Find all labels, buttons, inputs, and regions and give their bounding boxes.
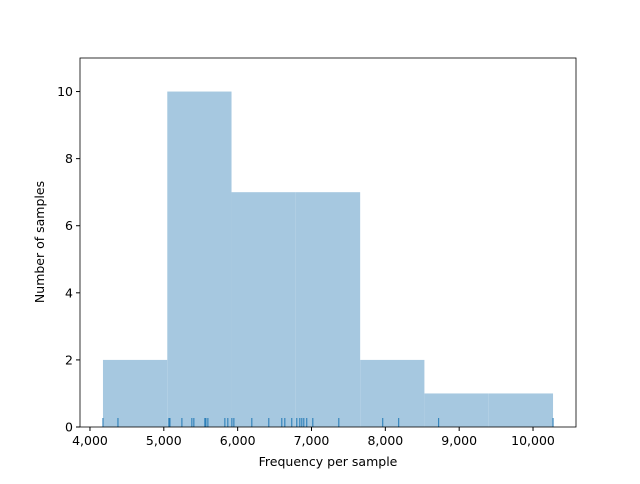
x-tick-label: 10,000 <box>511 433 555 448</box>
x-tick-label: 5,000 <box>146 433 182 448</box>
plot-frame <box>79 57 577 428</box>
x-tick-label: 9,000 <box>441 433 477 448</box>
y-tick-label: 2 <box>65 352 73 367</box>
bar <box>360 359 425 427</box>
bar <box>167 91 232 427</box>
x-tick-label: 6,000 <box>220 433 256 448</box>
x-axis-label: Frequency per sample <box>259 454 398 469</box>
y-tick-label: 6 <box>65 218 73 233</box>
bar <box>231 192 296 427</box>
y-tick-label: 10 <box>57 84 73 99</box>
bar <box>424 393 489 427</box>
bar <box>102 359 168 427</box>
y-tick-label: 0 <box>65 420 73 435</box>
x-tick-label: 7,000 <box>294 433 330 448</box>
x-tick-label: 8,000 <box>367 433 403 448</box>
x-tick-label: 4,000 <box>72 433 108 448</box>
bar <box>488 393 554 427</box>
y-tick-label: 8 <box>65 151 73 166</box>
y-axis-label: Number of samples <box>32 181 47 303</box>
y-tick-label: 4 <box>65 285 73 300</box>
bar <box>295 192 361 427</box>
